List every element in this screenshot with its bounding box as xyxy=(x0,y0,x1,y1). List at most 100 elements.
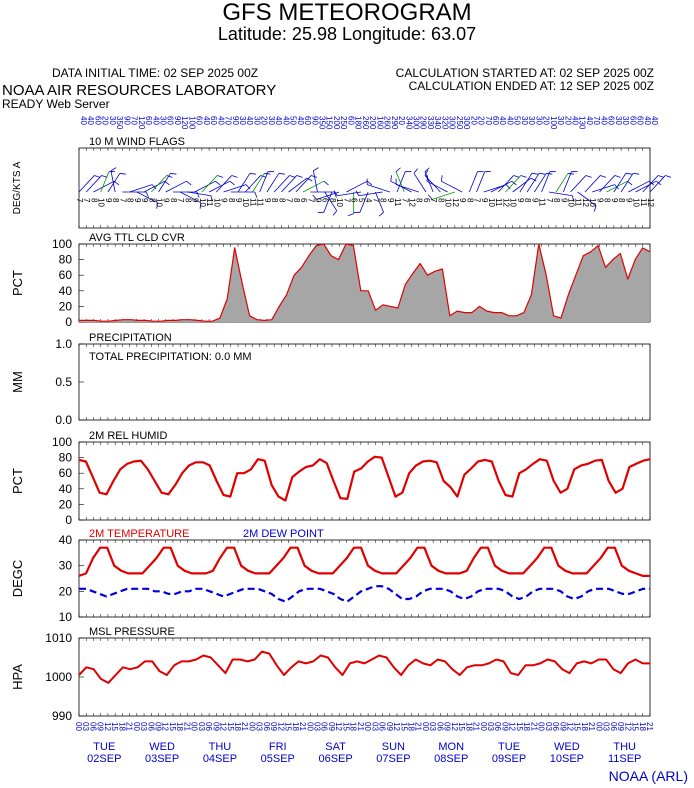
temperature-line xyxy=(78,546,650,578)
wind-flag xyxy=(432,191,455,200)
wind-speed-label: 7 xyxy=(306,198,315,203)
wind-flag xyxy=(497,175,514,193)
hour-tick-label: 09 xyxy=(327,722,336,731)
day-of-week-label: SAT xyxy=(325,741,346,753)
wind-speed-label: 8 xyxy=(126,198,135,203)
wind-barb xyxy=(332,210,338,216)
wind-flag xyxy=(628,180,650,193)
y-tick-label: 60 xyxy=(59,268,73,282)
wind-flag xyxy=(323,191,333,213)
wind-flag xyxy=(570,175,587,193)
wind-barb xyxy=(229,180,235,186)
hour-tick-label: 15 xyxy=(226,722,235,731)
day-of-week-label: MON xyxy=(438,741,464,753)
wind-flag xyxy=(302,180,325,193)
wind-dir-label: 340 xyxy=(404,116,413,130)
hour-tick-label: 15 xyxy=(399,722,408,731)
wind-flag xyxy=(136,191,158,204)
wind-flag xyxy=(592,184,615,193)
wind-flag xyxy=(252,173,265,193)
y-tick-label: 100 xyxy=(52,435,72,449)
wind-speed-label: 10 xyxy=(241,198,250,207)
wind-speed-label: 10 xyxy=(444,198,453,207)
wind-barb xyxy=(254,191,258,198)
wind-dir-label: 90 xyxy=(122,116,131,125)
wind-dir-label: 30 xyxy=(556,116,565,125)
hour-tick-label: 09 xyxy=(154,722,163,731)
wind-speed-label: 7 xyxy=(400,198,409,203)
y-tick-label: 10 xyxy=(59,610,73,624)
wind-speed-label: 8 xyxy=(227,198,236,203)
wind-speed-label: 11 xyxy=(205,198,214,207)
wind-barb xyxy=(145,191,149,198)
hour-tick-label: 03 xyxy=(139,722,148,731)
hour-tick-label: 12 xyxy=(276,722,285,731)
wind-speed-label: 8 xyxy=(292,198,301,203)
panel-frame xyxy=(78,147,651,229)
wind-speed-label: 9 xyxy=(559,198,568,203)
y-tick-label: 0 xyxy=(65,315,72,329)
wind-speed-label: 8 xyxy=(552,198,561,203)
wind-barb xyxy=(333,190,338,196)
wind-barb xyxy=(278,172,285,175)
wind-speed-label: 9 xyxy=(314,198,323,203)
wind-flag xyxy=(620,173,634,193)
wind-speed-label: 5 xyxy=(357,198,366,203)
wind-dir-label: 60 xyxy=(491,116,500,125)
hour-tick-label: 21 xyxy=(125,722,134,731)
wind-dir-label: 20 xyxy=(542,116,551,125)
wind-barb xyxy=(530,177,537,182)
wind-dir-label: 340 xyxy=(433,116,442,130)
wind-flag xyxy=(468,171,478,193)
wind-barb xyxy=(249,172,257,175)
hour-tick-label: 15 xyxy=(515,722,524,731)
wind-flag xyxy=(244,175,261,193)
wind-barb xyxy=(625,172,632,175)
wind-flag xyxy=(396,171,406,193)
wind-flag xyxy=(93,180,115,193)
wind-barb xyxy=(426,175,429,182)
hour-tick-label: 15 xyxy=(341,722,350,731)
wind-barb xyxy=(614,175,621,178)
wind-flag xyxy=(396,184,419,193)
hour-tick-label: 12 xyxy=(334,722,343,731)
hour-tick-label: 15 xyxy=(573,722,582,731)
wind-barb xyxy=(333,191,337,198)
y-tick-label: 20 xyxy=(59,299,73,313)
wind-speed-label: 10 xyxy=(97,198,106,207)
y-axis-label: DEGC xyxy=(10,560,25,598)
wind-barb xyxy=(170,172,177,175)
wind-flag xyxy=(266,173,280,193)
y-axis-label: PCT xyxy=(10,270,25,296)
wind-speed-label: 8 xyxy=(169,198,178,203)
wind-dir-label: 260 xyxy=(383,116,392,130)
hour-tick-label: 12 xyxy=(623,722,632,731)
hour-tick-label: 06 xyxy=(435,722,444,731)
hour-tick-label: 00 xyxy=(132,722,141,731)
hour-tick-label: 03 xyxy=(255,722,264,731)
wind-flag xyxy=(78,175,95,193)
wind-speed-label: 6 xyxy=(422,198,431,203)
y-tick-label: 100 xyxy=(52,237,72,251)
wind-barb xyxy=(572,195,575,202)
wind-barb xyxy=(531,172,538,175)
day-of-week-label: SUN xyxy=(382,741,405,753)
wind-flag xyxy=(216,175,233,193)
wind-dir-label: 30 xyxy=(159,116,168,125)
wind-dir-label: 100 xyxy=(187,116,196,130)
y-tick-label: 60 xyxy=(59,466,73,480)
wind-dir-label: 70 xyxy=(224,116,233,125)
wind-speed-label: 9 xyxy=(191,198,200,203)
y-axis-label: PCT xyxy=(10,468,25,494)
hour-tick-label: 21 xyxy=(356,722,365,731)
hour-tick-label: 00 xyxy=(305,722,314,731)
y-tick-label: 990 xyxy=(52,709,72,723)
wind-speed-label: 9 xyxy=(234,198,243,203)
x-axis-bottom: 0003060912151821000306091215182100030609… xyxy=(74,722,654,765)
y-tick-label: 80 xyxy=(59,253,73,267)
wind-flag xyxy=(180,191,202,204)
wind-barb xyxy=(156,202,159,209)
lab-name: NOAA AIR RESOURCES LABORATORY xyxy=(2,82,277,99)
wind-dir-label: 290 xyxy=(419,116,428,130)
wind-speed-label: 12 xyxy=(646,198,655,207)
